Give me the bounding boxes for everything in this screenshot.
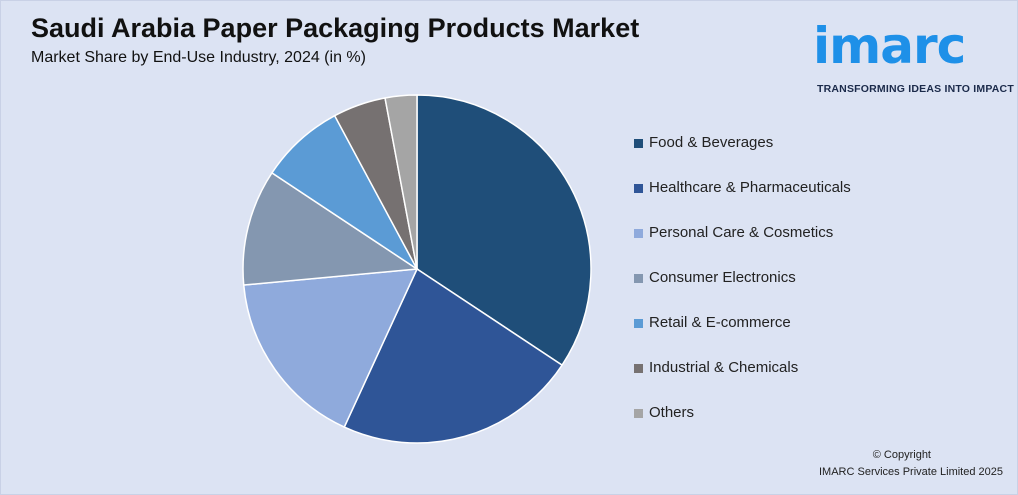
legend-swatch [634, 274, 643, 283]
pie-slice-others [384, 94, 418, 270]
legend-item: Industrial & Chemicals [634, 359, 851, 404]
logo-wordmark: imarc [813, 17, 966, 75]
legend-swatch [634, 319, 643, 328]
copyright-notice: © Copyright IMARC Services Private Limit… [819, 447, 1003, 481]
legend-item: Consumer Electronics [634, 269, 851, 314]
pie-slice-personal-care-cosmetics [242, 268, 419, 429]
legend-label: Healthcare & Pharmaceuticals [649, 179, 851, 196]
legend-item: Food & Beverages [634, 134, 851, 179]
legend-label: Industrial & Chemicals [649, 359, 799, 376]
pie-slice-healthcare-pharmaceuticals [343, 267, 564, 444]
legend-swatch [634, 229, 643, 238]
logo-tagline: TRANSFORMING IDEAS INTO IMPACT [817, 83, 1014, 95]
legend-label: Others [649, 404, 695, 421]
legend-swatch [634, 139, 643, 148]
legend-label: Retail & E-commerce [649, 314, 791, 331]
legend-item: Retail & E-commerce [634, 314, 851, 359]
copyright-line-1: © Copyright [872, 449, 931, 461]
copyright-line-2: IMARC Services Private Limited 2025 [818, 466, 1003, 478]
legend-item: Others [634, 404, 851, 449]
legend-label: Personal Care & Cosmetics [649, 224, 834, 241]
legend-item: Personal Care & Cosmetics [634, 224, 851, 269]
legend-item: Healthcare & Pharmaceuticals [634, 179, 851, 224]
legend-swatch [634, 364, 643, 373]
chart-title: Saudi Arabia Paper Packaging Products Ma… [31, 13, 640, 43]
chart-legend: Food & Beverages Healthcare & Pharmaceuti… [634, 134, 851, 449]
pie-slice-consumer-electronics [242, 171, 420, 286]
imarc-logo: imarc TRANSFORMING IDEAS INTO IMPACT [813, 13, 1014, 98]
legend-swatch [634, 184, 643, 193]
chart-subtitle: Market Share by End-Use Industry, 2024 (… [31, 49, 366, 66]
legend-label: Food & Beverages [649, 134, 774, 151]
legend-swatch [634, 409, 643, 418]
legend-label: Consumer Electronics [649, 269, 796, 286]
